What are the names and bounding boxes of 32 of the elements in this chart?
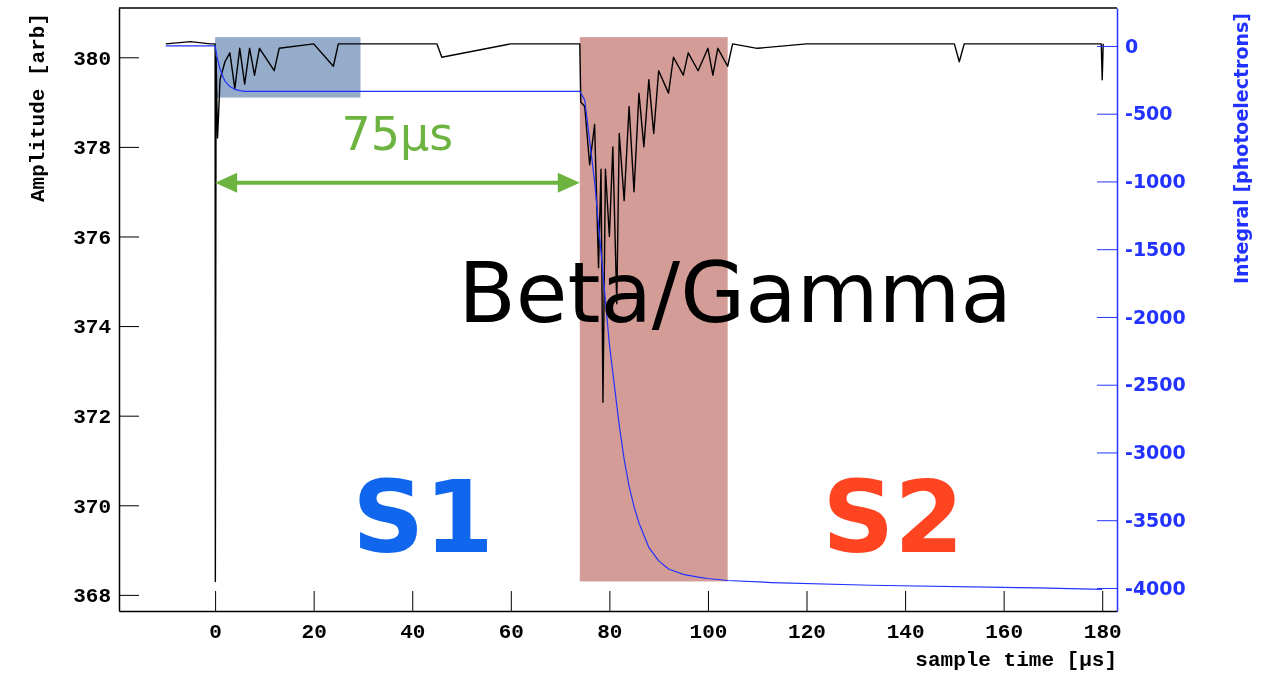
y-tick-label: 380	[73, 47, 111, 71]
y2-tick-label: 0	[1125, 34, 1139, 57]
annotation: S2	[822, 459, 964, 576]
x-tick-label: 0	[209, 620, 222, 644]
annotation: S1	[352, 459, 494, 576]
y2-tick-label: -4000	[1125, 576, 1186, 599]
x-tick-label: 40	[400, 620, 426, 644]
y-tick-label: 374	[73, 316, 111, 340]
y2-tick-label: -2500	[1125, 373, 1186, 396]
y2-tick-label: -2000	[1125, 305, 1186, 328]
y-tick-label: 368	[73, 585, 111, 609]
y-tick-label: 378	[73, 137, 111, 161]
x-tick-label: 60	[498, 620, 524, 644]
x-tick-label: 120	[788, 620, 826, 644]
y-tick-label: 370	[73, 495, 111, 519]
y-tick-label: 372	[73, 405, 111, 429]
y2-tick-label: -3000	[1125, 441, 1186, 464]
x-tick-label: 20	[301, 620, 327, 644]
y2-axis-title: Integral [photoelectrons]	[1230, 13, 1252, 285]
y2-tick-label: -1500	[1125, 237, 1186, 260]
x-tick-label: 180	[1083, 620, 1122, 644]
x-tick-label: 80	[597, 620, 623, 644]
y2-tick-label: -3500	[1125, 508, 1186, 531]
x-tick-label: 140	[886, 620, 925, 644]
y-axis-title: Amplitude [arb]	[27, 13, 50, 203]
x-axis-title: sample time [μs]	[915, 649, 1117, 672]
x-tick-label: 100	[689, 620, 728, 644]
annotation: 75μs	[341, 107, 454, 161]
y2-tick-label: -1000	[1125, 170, 1186, 193]
y-tick-label: 376	[73, 226, 111, 250]
y2-tick-label: -500	[1125, 102, 1173, 125]
x-tick-label: 160	[985, 620, 1024, 644]
